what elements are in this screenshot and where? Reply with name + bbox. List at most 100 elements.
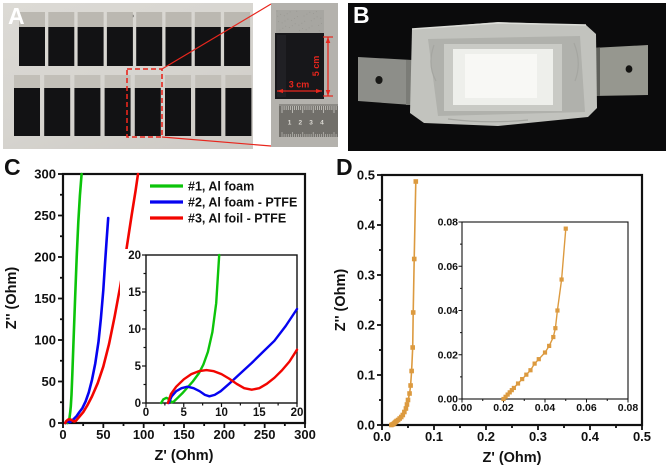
svg-text:0.2: 0.2 <box>357 318 375 333</box>
svg-text:15: 15 <box>253 407 266 419</box>
svg-text:100: 100 <box>34 333 56 348</box>
svg-text:0: 0 <box>59 427 66 442</box>
panel-a-label: A <box>8 3 25 29</box>
electrode-body <box>194 27 221 66</box>
electrode-tab <box>224 12 251 27</box>
svg-text:20: 20 <box>128 250 141 262</box>
svg-text:0.08: 0.08 <box>618 402 639 414</box>
electrode-tab <box>74 75 101 88</box>
svg-text:0.00: 0.00 <box>452 402 473 414</box>
svg-text:50: 50 <box>42 374 56 389</box>
right-tab <box>592 45 648 96</box>
svg-text:2: 2 <box>298 120 302 127</box>
width-dimension-arrow <box>277 88 322 94</box>
electrode-tab <box>136 12 163 27</box>
svg-text:300: 300 <box>34 167 56 182</box>
electrode-body <box>19 27 45 66</box>
electrode-body <box>106 27 133 66</box>
nyquist-plot-d: 0.0 0.1 0.2 0.3 0.4 0.5 0.0 0.1 0.2 0.3 0.4 0.5 Z' (… <box>333 168 651 466</box>
svg-text:10: 10 <box>128 324 141 336</box>
left-tab <box>358 57 412 105</box>
svg-text:0.00: 0.00 <box>438 394 459 406</box>
ruler-edge <box>279 104 338 106</box>
svg-text:300: 300 <box>294 427 316 442</box>
svg-text:0.3: 0.3 <box>529 429 547 444</box>
electrode-tab <box>19 12 45 27</box>
pouch-cell-image <box>348 3 666 151</box>
pouch-top-highlight <box>465 54 537 98</box>
svg-text:5: 5 <box>181 407 188 419</box>
svg-text:Z' (Ohm): Z' (Ohm) <box>154 448 213 464</box>
electrode-body <box>136 27 163 66</box>
svg-text:100: 100 <box>133 427 155 442</box>
svg-text:10: 10 <box>215 407 228 419</box>
svg-text:250: 250 <box>254 427 276 442</box>
electrode-tab <box>48 12 75 27</box>
electrode-body <box>74 88 101 136</box>
svg-text:Z'' (Ohm): Z'' (Ohm) <box>333 269 349 332</box>
svg-text:200: 200 <box>34 250 56 265</box>
svg-text:0.04: 0.04 <box>535 402 556 414</box>
height-label: 5 cm <box>311 56 321 77</box>
panel-d-label: D <box>336 154 353 180</box>
electrode-tab <box>134 75 161 88</box>
electrode-tab <box>165 12 192 27</box>
svg-text:0.3: 0.3 <box>357 268 375 283</box>
electrode-tab <box>165 75 191 88</box>
svg-text:200: 200 <box>213 427 235 442</box>
svg-text:0.02: 0.02 <box>493 402 514 414</box>
electrode-sheen <box>277 35 286 97</box>
tab-texture <box>276 10 322 32</box>
electrode-tab <box>14 75 40 88</box>
svg-text:Z'' (Ohm): Z'' (Ohm) <box>4 267 20 330</box>
svg-text:0.1: 0.1 <box>425 429 443 444</box>
svg-text:15: 15 <box>128 287 141 299</box>
electrode-body <box>165 88 191 136</box>
svg-text:50: 50 <box>96 427 110 442</box>
svg-text:150: 150 <box>34 291 56 306</box>
electrode-tab <box>106 12 133 27</box>
electrode-body <box>134 88 161 136</box>
left-tab-hole <box>375 76 383 84</box>
electrode-body <box>14 88 40 136</box>
width-label: 3 cm <box>289 80 310 90</box>
electrode-body <box>225 88 252 136</box>
svg-text:Z' (Ohm): Z' (Ohm) <box>482 450 541 466</box>
svg-text:0: 0 <box>135 398 141 410</box>
flange-highlight <box>411 22 587 30</box>
electrode-body <box>48 27 75 66</box>
svg-text:#3, Al foil - PTFE: #3, Al foil - PTFE <box>188 211 286 225</box>
svg-text:0.06: 0.06 <box>438 261 459 273</box>
electrode-tab <box>77 12 104 27</box>
svg-text:0.5: 0.5 <box>357 168 375 183</box>
electrode-tab <box>104 75 131 88</box>
electrode-body <box>104 88 131 136</box>
electrode-tab <box>276 10 324 34</box>
electrode-tab <box>44 75 71 88</box>
svg-text:0: 0 <box>143 407 149 419</box>
svg-text:0.4: 0.4 <box>581 429 600 444</box>
panel-a-photo: A <box>3 3 253 149</box>
svg-text:0.08: 0.08 <box>438 217 459 229</box>
svg-text:0.0: 0.0 <box>373 429 391 444</box>
right-tab-hole <box>625 65 633 73</box>
svg-text:4: 4 <box>320 120 324 127</box>
electrode-array-image <box>14 12 252 136</box>
panel-b-label: B <box>353 2 370 28</box>
svg-text:0: 0 <box>49 416 56 431</box>
svg-text:150: 150 <box>173 427 195 442</box>
svg-text:5: 5 <box>135 361 142 373</box>
ruler <box>279 104 338 137</box>
height-dimension-arrow <box>323 36 333 97</box>
svg-text:3: 3 <box>309 120 313 127</box>
electrode-body <box>44 88 71 136</box>
electrode-tab <box>225 75 252 88</box>
svg-text:20: 20 <box>291 407 304 419</box>
svg-text:0.4: 0.4 <box>357 218 376 233</box>
svg-text:0.02: 0.02 <box>438 349 459 361</box>
